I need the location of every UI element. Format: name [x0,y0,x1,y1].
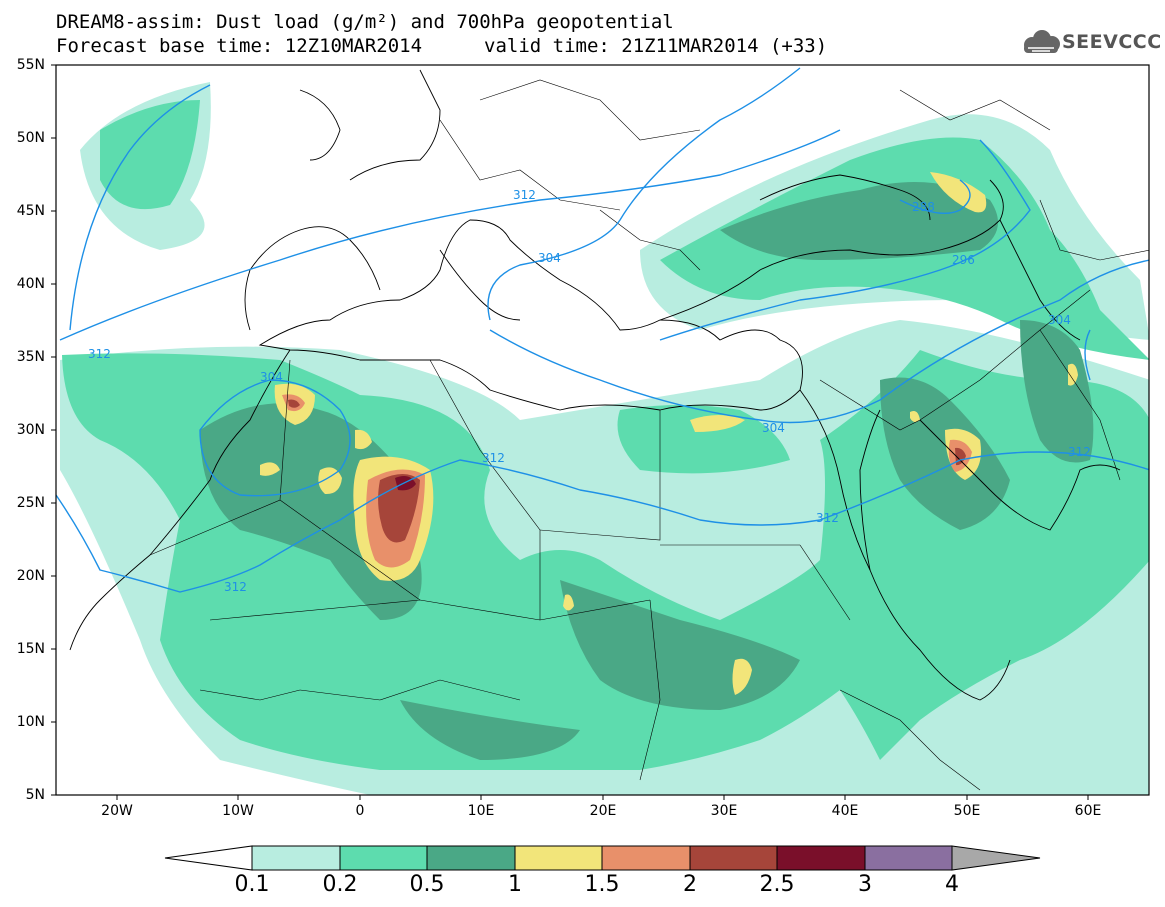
logo-text: SEEVCCC [1062,31,1162,53]
contour-label: 296 [952,253,975,267]
logo [1024,30,1060,53]
contour-label: 312 [816,511,839,525]
colorbar-label: 4 [945,872,959,897]
colorbar-label: 2.5 [759,872,795,897]
geopotential-contours [56,67,1149,593]
contour-label: 312 [482,451,505,465]
lat-label: 20N [16,568,45,584]
colorbar [164,845,1041,871]
colorbar-label: 1 [508,872,522,897]
colorbar-segment [689,845,778,871]
colorbar-segment [339,845,428,871]
lat-label: 30N [16,422,45,438]
lon-label: 50E [953,803,981,819]
contour-label: 312 [224,580,247,594]
colorbar-segment [601,845,691,871]
coastlines [69,69,1121,701]
lat-label: 10N [16,714,45,730]
lat-label: 50N [16,130,45,146]
colorbar-segment [426,845,516,871]
lon-label: 10E [467,803,495,819]
tick-marks [51,64,1089,800]
lat-label: 35N [16,349,45,365]
colorbar-segment [251,845,341,871]
contour-label: 304 [260,370,283,384]
colorbar-high-triangle [951,845,1041,871]
colorbar-segment [776,845,866,871]
contour-label: 304 [1048,313,1071,327]
lon-label: 10W [222,803,254,819]
lat-label: 25N [16,495,45,511]
lat-label: 40N [16,276,45,292]
lat-label: 5N [25,787,45,803]
contour-label: 304 [762,421,785,435]
contour-label: 312 [88,347,111,361]
colorbar-low-triangle [164,845,253,871]
lon-label: 60E [1074,803,1102,819]
lat-label: 55N [16,57,45,73]
lon-label: 40E [831,803,859,819]
valid-time: valid time: 21Z11MAR2014 (+33) [484,35,828,57]
lat-label: 45N [16,203,45,219]
contour-label: 312 [1068,445,1091,459]
colorbar-label: 2 [683,872,697,897]
contour-label: 312 [513,188,536,202]
lat-label: 15N [16,641,45,657]
country-borders [149,79,1149,791]
colorbar-label: 0.5 [409,872,445,897]
colorbar-label: 0.1 [234,872,270,897]
contour-labels: 312 304 312 304 312 312 304 312 288 296 … [88,188,1091,594]
contour-label: 304 [538,251,561,265]
lon-label: 30E [710,803,738,819]
lon-label: 20W [101,803,133,819]
colorbar-label: 0.2 [322,872,358,897]
colorbar-label: 1.5 [584,872,620,897]
contour-label: 288 [912,200,935,214]
title-line-1: DREAM8-assim: Dust load (g/m²) and 700hP… [56,11,674,33]
lon-label: 0 [355,803,365,819]
lon-label: 20E [589,803,617,819]
colorbar-segment [864,845,953,871]
colorbar-label: 3 [858,872,872,897]
colorbar-segment [514,845,603,871]
forecast-base-time: Forecast base time: 12Z10MAR2014 [56,35,423,57]
